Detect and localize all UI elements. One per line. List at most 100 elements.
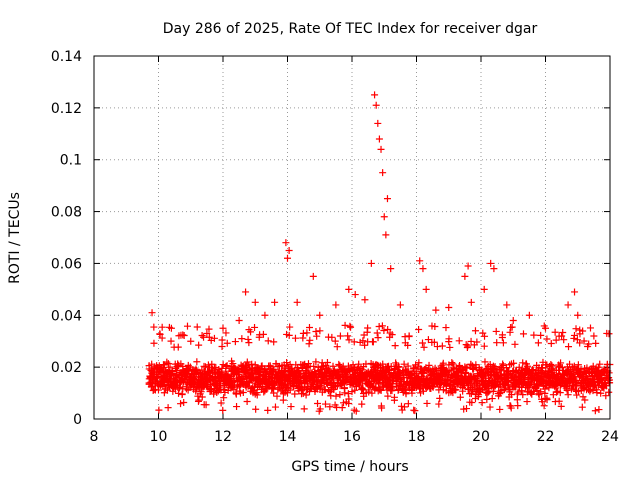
data-point (497, 386, 505, 394)
data-point (573, 391, 581, 399)
grid-lines (94, 56, 610, 419)
data-point (164, 360, 172, 368)
data-point (378, 322, 386, 330)
data-point (464, 262, 472, 270)
data-point (540, 402, 548, 410)
data-point (420, 343, 428, 351)
data-point (400, 403, 408, 411)
data-point (358, 400, 366, 408)
data-point (341, 389, 349, 397)
data-point (346, 322, 354, 330)
data-point (368, 389, 376, 397)
data-point (558, 332, 566, 340)
x-tick-label: 18 (408, 429, 426, 445)
data-point (506, 328, 514, 336)
data-point (567, 385, 575, 393)
x-axis-ticks: 8 10 12 14 16 18 20 22 24 (90, 56, 619, 445)
data-point (415, 359, 423, 367)
data-point (369, 338, 377, 346)
data-point (388, 331, 396, 339)
data-point (519, 330, 527, 338)
data-point (252, 405, 260, 413)
data-point (312, 358, 320, 366)
data-point (217, 399, 225, 407)
data-point (605, 388, 613, 396)
data-point (337, 366, 345, 374)
data-point (282, 239, 290, 247)
data-point (279, 396, 287, 404)
data-point (385, 366, 393, 374)
x-tick-label: 22 (537, 429, 555, 445)
data-point (461, 272, 469, 280)
data-point (238, 335, 246, 343)
data-point (310, 362, 318, 370)
data-point (336, 391, 344, 399)
data-point (154, 386, 162, 394)
data-point (507, 404, 515, 412)
data-point (380, 213, 388, 221)
data-point (333, 343, 341, 351)
data-point (347, 323, 355, 331)
data-point (175, 389, 183, 397)
y-axis-label: ROTI / TECUs (7, 192, 23, 284)
data-point (564, 391, 572, 399)
data-point (580, 337, 588, 345)
data-point (552, 336, 560, 344)
data-point (218, 343, 226, 351)
data-point (193, 323, 201, 331)
data-point (405, 332, 413, 340)
data-point (595, 406, 603, 414)
data-point (244, 335, 252, 343)
data-point (496, 365, 504, 373)
data-point (579, 393, 587, 401)
data-point (491, 382, 499, 390)
data-point (478, 399, 486, 407)
data-point (586, 324, 594, 332)
data-point (326, 403, 334, 411)
data-point (530, 331, 538, 339)
data-point (480, 342, 488, 350)
data-point (179, 331, 187, 339)
data-point (435, 400, 443, 408)
data-point (365, 386, 373, 394)
data-point (377, 145, 385, 153)
data-point (233, 403, 241, 411)
data-point (422, 285, 430, 293)
data-point (219, 324, 227, 332)
data-point (508, 391, 516, 399)
data-point (448, 359, 456, 367)
data-point (565, 343, 573, 351)
data-point (487, 259, 495, 267)
data-point (251, 298, 259, 306)
data-point (493, 339, 501, 347)
data-point (503, 301, 511, 309)
data-point (359, 385, 367, 393)
data-point (415, 326, 423, 334)
data-point (242, 288, 250, 296)
data-point (564, 301, 572, 309)
data-point (407, 370, 415, 378)
data-point (174, 343, 182, 351)
data-point (180, 331, 188, 339)
data-point (210, 334, 218, 342)
data-point (442, 324, 450, 332)
data-point (383, 195, 391, 203)
data-point (559, 328, 567, 336)
data-series-roti (145, 91, 614, 415)
data-point (336, 332, 344, 340)
data-point (374, 334, 382, 342)
data-point (285, 331, 293, 339)
data-point (351, 386, 359, 394)
data-point (374, 119, 382, 127)
data-point (331, 337, 339, 345)
data-point (596, 360, 604, 368)
data-point (416, 257, 424, 265)
data-point (350, 338, 358, 346)
data-point (543, 335, 551, 343)
data-point (481, 358, 489, 366)
chart-title: Day 286 of 2025, Rate Of TEC Index for r… (163, 21, 538, 37)
data-point (341, 321, 349, 329)
data-point (513, 396, 521, 404)
data-point (264, 406, 272, 414)
